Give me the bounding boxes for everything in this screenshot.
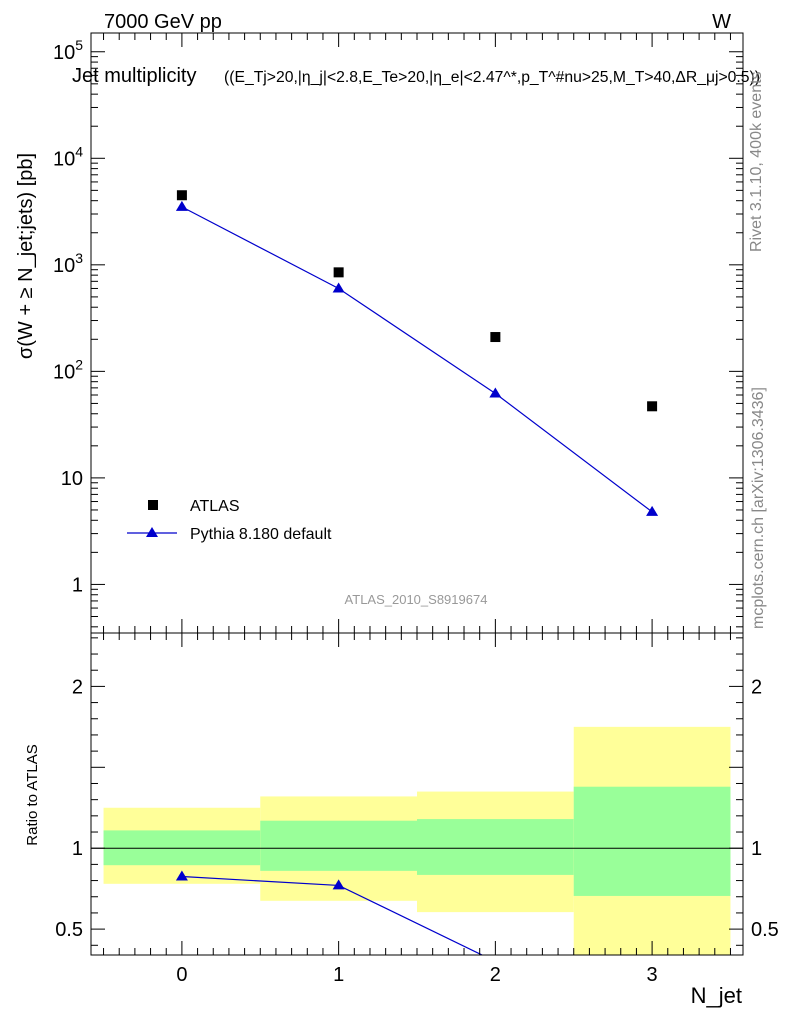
ratio-axis-ticks <box>91 633 743 955</box>
atlas-point-1 <box>333 267 344 278</box>
analysis-watermark: ATLAS_2010_S8919674 <box>345 592 488 607</box>
side-label-mcplots: mcplots.cern.ch [arXiv:1306.3436] <box>750 387 767 629</box>
pythia-line <box>181 206 653 513</box>
chart-title: Jet multiplicity <box>72 65 196 87</box>
ratio-ytick-label-left: 1 <box>72 838 83 860</box>
main-ytick-label: 104 <box>53 143 83 170</box>
pythia-point-3 <box>646 505 659 516</box>
stat-band-bin-2 <box>417 819 574 875</box>
ratio-point-0 <box>175 870 188 881</box>
ratio-ytick-label-left: 2 <box>72 676 83 698</box>
ratio-point-3 <box>646 988 658 998</box>
ratio-marks <box>175 870 658 998</box>
ratio-xtick-label: 0 <box>176 964 187 986</box>
main-ylabel: σ(W + ≥ N_jet;jets) [pb] <box>15 153 37 359</box>
ratio-ylabel: Ratio to ATLAS <box>24 744 41 845</box>
pythia-point-0 <box>175 200 188 211</box>
ratio-point-1 <box>332 879 345 890</box>
ratio-bands <box>103 726 731 955</box>
stat-band-bin-3 <box>573 786 731 896</box>
pythia-series-line <box>181 206 653 513</box>
pythia-point-1 <box>332 282 345 293</box>
ratio-ytick-label-left: 0.5 <box>55 919 83 941</box>
legend-atlas-label: ATLAS <box>190 498 240 515</box>
legend-atlas-marker <box>148 500 158 510</box>
ratio-ytick-label-right: 0.5 <box>751 919 779 941</box>
main-ytick-label: 102 <box>53 356 83 383</box>
main-ytick-label: 103 <box>53 250 83 277</box>
top-left-label: 7000 GeV pp <box>104 11 222 33</box>
main-marks <box>175 190 659 516</box>
atlas-point-0 <box>176 190 187 201</box>
main-ytick-label: 105 <box>53 37 83 64</box>
atlas-point-2 <box>490 332 501 343</box>
ratio-xtick-label: 2 <box>490 964 501 986</box>
stat-band-bin-1 <box>260 820 417 871</box>
ratio-series-line <box>181 875 484 955</box>
pythia-point-2 <box>489 387 502 398</box>
main-ytick-label: 1 <box>72 574 83 596</box>
main-plot-frame <box>90 32 744 634</box>
ratio-ytick-label-right: 1 <box>751 838 762 860</box>
legend-pythia-marker <box>146 527 158 537</box>
ratio-xlabel: N_jet <box>691 983 742 1008</box>
atlas-point-3 <box>647 401 658 412</box>
chart-title-cuts: ((E_Tj>20,|η_j|<2.8,E_Te>20,|η_e|<2.47^*… <box>224 69 760 86</box>
legend: ATLAS Pythia 8.180 default <box>127 498 332 543</box>
legend-pythia-label: Pythia 8.180 default <box>190 526 332 543</box>
ratio-xtick-label: 1 <box>333 964 344 986</box>
main-ytick-label: 10 <box>61 468 83 490</box>
main-axis-ticks <box>91 33 743 633</box>
ratio-ytick-label-right: 2 <box>751 676 762 698</box>
top-right-label: W <box>712 11 731 33</box>
tick-labels: 1 10 102 103 104 105 0 1 2 3 0.5 0.5 1 1 2 2 <box>53 37 779 986</box>
ratio-xtick-label: 3 <box>647 964 658 986</box>
side-label-rivet: Rivet 3.1.10, 400k events <box>748 71 765 252</box>
